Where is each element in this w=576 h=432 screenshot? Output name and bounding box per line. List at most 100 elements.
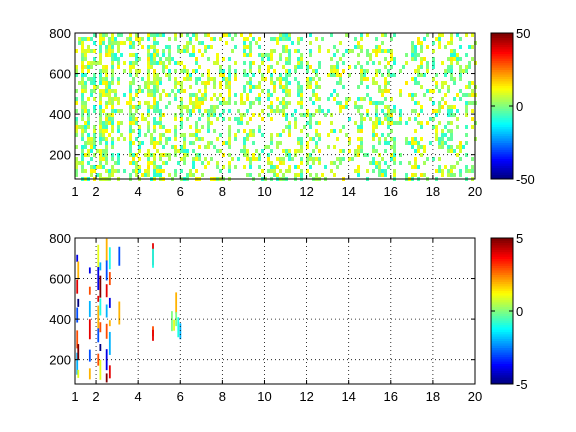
heatmap-cell xyxy=(420,49,423,53)
heatmap-cell xyxy=(183,77,186,81)
heatmap-cell xyxy=(138,105,141,109)
heatmap-cell xyxy=(180,121,183,125)
heatmap-cell xyxy=(249,41,252,45)
colorbar-segment xyxy=(491,372,513,376)
heatmap-cell xyxy=(252,157,255,161)
heatmap-cell xyxy=(294,165,297,169)
heatmap-cell xyxy=(426,157,429,161)
colorbar-segment xyxy=(491,283,513,287)
heatmap-cell xyxy=(117,65,120,69)
heatmap-cell xyxy=(213,37,216,41)
heatmap-cell xyxy=(243,165,246,169)
heatmap-cell xyxy=(285,105,288,109)
heatmap-cell xyxy=(444,93,447,97)
heatmap-cell xyxy=(153,153,156,157)
colorbar-segment xyxy=(491,379,513,383)
heatmap-cell xyxy=(219,85,222,89)
heatmap-cell xyxy=(450,121,453,125)
heatmap-cell xyxy=(132,169,135,173)
heatmap-cell xyxy=(279,33,282,37)
heatmap-point xyxy=(97,353,100,366)
heatmap-cell xyxy=(129,153,132,157)
heatmap-cell xyxy=(363,153,366,157)
heatmap-cell xyxy=(393,161,396,165)
x-tick-label: 8 xyxy=(219,389,226,404)
heatmap-cell xyxy=(339,101,342,105)
heatmap-cell xyxy=(450,109,453,113)
heatmap-cell xyxy=(150,133,153,137)
heatmap-cell xyxy=(300,145,303,149)
heatmap-cell xyxy=(273,169,276,173)
heatmap-cell xyxy=(183,149,186,153)
heatmap-cell xyxy=(210,141,213,145)
colorbar-segment xyxy=(491,256,513,260)
heatmap-cell xyxy=(411,57,414,61)
heatmap-cell xyxy=(93,169,96,173)
heatmap-cell xyxy=(414,129,417,133)
heatmap-cell xyxy=(129,141,132,145)
heatmap-cell xyxy=(102,125,105,129)
colorbar-segment xyxy=(491,35,513,39)
heatmap-cell xyxy=(300,93,303,97)
heatmap-cell xyxy=(462,93,465,97)
heatmap-cell xyxy=(300,141,303,145)
heatmap-cell xyxy=(270,57,273,61)
heatmap-cell xyxy=(144,133,147,137)
x-tick-label: 2 xyxy=(92,389,99,404)
heatmap-cell xyxy=(420,105,423,109)
heatmap-cell xyxy=(159,61,162,65)
heatmap-cell xyxy=(99,81,102,85)
heatmap-cell xyxy=(117,77,120,81)
heatmap-cell xyxy=(75,117,78,121)
heatmap-cell xyxy=(465,65,468,69)
heatmap-cell xyxy=(333,69,336,73)
heatmap-cell xyxy=(105,129,108,133)
heatmap-cell xyxy=(441,85,444,89)
heatmap-cell xyxy=(348,149,351,153)
heatmap-cell xyxy=(99,93,102,97)
heatmap-cell xyxy=(405,121,408,125)
heatmap-cell xyxy=(108,41,111,45)
heatmap-cell xyxy=(147,61,150,65)
heatmap-cell xyxy=(360,113,363,117)
heatmap-cell xyxy=(105,93,108,97)
heatmap-cell xyxy=(135,33,138,37)
heatmap-cell xyxy=(177,61,180,65)
heatmap-cell xyxy=(147,45,150,49)
heatmap-cell xyxy=(159,93,162,97)
heatmap-cell xyxy=(213,105,216,109)
heatmap-cell xyxy=(90,141,93,145)
heatmap-cell xyxy=(93,97,96,101)
heatmap-cell xyxy=(150,53,153,57)
heatmap-cell xyxy=(105,53,108,57)
heatmap-cell xyxy=(219,69,222,73)
heatmap-point xyxy=(105,238,108,262)
heatmap-cell xyxy=(456,109,459,113)
heatmap-cell xyxy=(435,81,438,85)
heatmap-cell xyxy=(153,89,156,93)
heatmap-cell xyxy=(87,117,90,121)
heatmap-cell xyxy=(330,121,333,125)
heatmap-cell xyxy=(378,69,381,73)
heatmap-cell xyxy=(189,101,192,105)
heatmap-cell xyxy=(153,129,156,133)
heatmap-cell xyxy=(135,69,138,73)
heatmap-cell xyxy=(273,109,276,113)
heatmap-cell xyxy=(84,101,87,105)
heatmap-cell xyxy=(174,37,177,41)
heatmap-cell xyxy=(192,53,195,57)
heatmap-cell xyxy=(102,133,105,137)
heatmap-cell xyxy=(108,101,111,105)
heatmap-cell xyxy=(81,57,84,61)
heatmap-cell xyxy=(252,141,255,145)
heatmap-cell xyxy=(456,153,459,157)
heatmap-cell xyxy=(450,41,453,45)
heatmap-cell xyxy=(447,137,450,141)
heatmap-cell xyxy=(234,117,237,121)
heatmap-cell xyxy=(336,157,339,161)
heatmap-cell xyxy=(162,169,165,173)
heatmap-cell xyxy=(132,141,135,145)
heatmap-cell xyxy=(216,165,219,169)
heatmap-cell xyxy=(435,169,438,173)
heatmap-cell xyxy=(372,121,375,125)
